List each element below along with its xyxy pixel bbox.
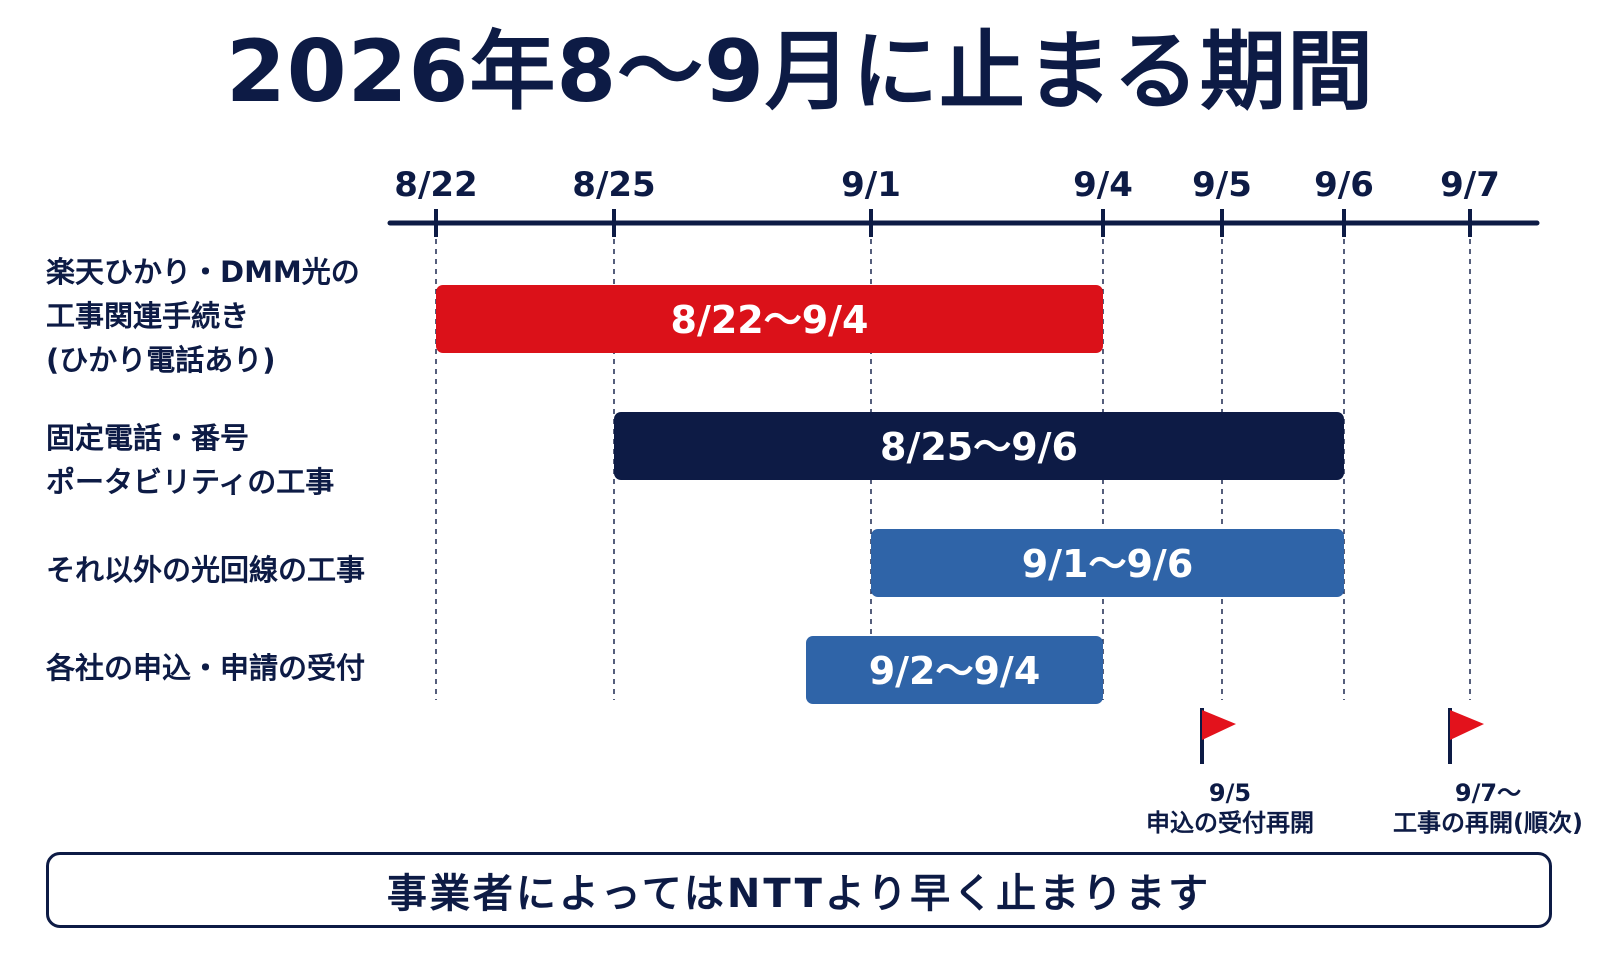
row-label: それ以外の光回線の工事 <box>46 548 365 592</box>
milestone-caption-line: 9/7〜 <box>1454 779 1522 807</box>
milestone-caption-line: 工事の再開(順次) <box>1393 809 1583 837</box>
bar-label: 9/2〜9/4 <box>869 649 1041 693</box>
milestone-caption: 9/7〜 工事の再開(順次) <box>1378 778 1598 838</box>
tick-label: 9/4 <box>1073 165 1133 205</box>
period-bar <box>436 285 1103 353</box>
period-bar <box>614 412 1344 480</box>
row-label: 固定電話・番号ポータビリティの工事 <box>46 416 334 504</box>
milestone-caption-line: 申込の受付再開 <box>1146 809 1314 837</box>
row-label: 楽天ひかり・DMM光の 工事関連手続き (ひかり電話あり) <box>46 250 360 382</box>
tick-label: 9/1 <box>841 165 901 205</box>
page-title: 2026年8〜9月に止まる期間 <box>225 22 1375 122</box>
bar-label: 9/1〜9/6 <box>1022 542 1194 586</box>
red-flag-icon <box>1450 710 1484 740</box>
tick-label: 9/7 <box>1440 165 1500 205</box>
red-flag-icon <box>1202 710 1236 740</box>
row-label-line: ポータビリティの工事 <box>46 465 335 499</box>
row-label-line: それ以外の光回線の工事 <box>46 553 366 587</box>
milestone-caption-line: 9/5 <box>1208 779 1252 807</box>
row-label-line: (ひかり電話あり) <box>46 343 276 377</box>
row-label: 各社の申込・申請の受付 <box>46 646 365 690</box>
row-label-line: 固定電話・番号 <box>46 421 250 455</box>
bar-label: 8/25〜9/6 <box>880 425 1078 469</box>
notice-box: 事業者によってはNTTより早く止まります <box>46 852 1552 928</box>
row-label-line: 各社の申込・申請の受付 <box>46 651 366 685</box>
period-bar <box>871 529 1344 597</box>
tick-label: 8/25 <box>572 165 655 205</box>
bar-label: 8/22〜9/4 <box>671 298 869 342</box>
tick-label: 9/5 <box>1192 165 1252 205</box>
tick-label: 8/22 <box>394 165 477 205</box>
milestone-caption: 9/5 申込の受付再開 <box>1120 778 1340 838</box>
tick-label: 9/6 <box>1314 165 1374 205</box>
row-label-line: 工事関連手続き <box>46 299 250 333</box>
row-label-line: 楽天ひかり・DMM光の <box>46 255 360 289</box>
period-bar <box>806 636 1103 704</box>
